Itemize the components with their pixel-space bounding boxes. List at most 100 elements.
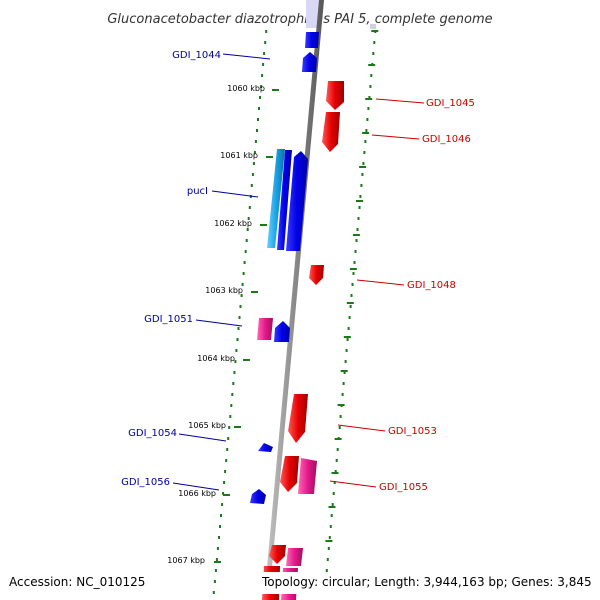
gene-feature-pucl-cyan[interactable] [267, 149, 285, 248]
outer-ring-dash [349, 268, 357, 270]
inner-ring-dot [262, 63, 265, 66]
inner-ring-dot [237, 327, 240, 330]
outer-ring-dot [332, 492, 335, 495]
rna-feature-bottom-a[interactable] [286, 548, 303, 566]
outer-ring-dot [353, 261, 356, 264]
kbp-tick-mark [234, 426, 241, 428]
inner-ring-dot [236, 338, 239, 341]
outer-ring-dot [360, 184, 363, 187]
outer-ring-dash [334, 438, 342, 440]
inner-ring-dot [247, 217, 250, 220]
gene-feature-red-bottom-a[interactable] [269, 545, 286, 564]
leader-line-gdi-1045 [375, 98, 425, 104]
inner-ring-dot [258, 107, 260, 110]
faded-feature-top [306, 0, 320, 28]
outer-ring-dash [343, 336, 351, 338]
genome-backbone [264, 0, 324, 600]
outer-ring-dot [336, 448, 339, 451]
outer-ring-dot [362, 162, 365, 165]
gene-feature-gdi-1048[interactable] [309, 265, 324, 285]
faded-tick-top [370, 24, 376, 29]
outer-ring-dot [354, 250, 357, 253]
leader-line-gdi-1051 [195, 319, 243, 327]
inner-ring-dot [246, 228, 249, 231]
inner-ring-dot [226, 448, 229, 451]
kbp-tick-label: 1063 kbp [205, 286, 243, 295]
outer-ring-dot [350, 294, 353, 297]
inner-ring-dot [263, 52, 266, 55]
inner-ring-dot [245, 239, 248, 242]
inner-ring-dot [216, 547, 219, 550]
inner-ring-dot [259, 96, 261, 99]
inner-ring-dot [265, 30, 268, 33]
accession-text: Accession: NC_010125 [9, 575, 145, 589]
gene-feature-blue-1051[interactable] [274, 321, 290, 342]
inner-ring-dot [260, 85, 263, 88]
inner-ring-dot [220, 514, 222, 517]
rna-feature-gdi-1051[interactable] [257, 318, 273, 340]
gene-label-gdi-1051[interactable]: GDI_1051 [144, 314, 193, 325]
gene-label-gdi-1054[interactable]: GDI_1054 [128, 428, 177, 439]
gene-feature-gdi-1056[interactable] [250, 489, 266, 504]
topology-box [256, 572, 600, 594]
inner-ring-dot [230, 404, 233, 407]
gene-label-gdi-1056[interactable]: GDI_1056 [121, 477, 170, 488]
kbp-tick-mark [260, 224, 267, 226]
gene-label-gdi-1053[interactable]: GDI_1053 [388, 426, 437, 437]
inner-ring-dot [228, 426, 231, 429]
inner-ring-dot [213, 580, 216, 583]
outer-ring-dot [363, 151, 366, 154]
outer-ring-dot [348, 316, 351, 319]
outer-ring-dash [325, 540, 333, 542]
gene-feature-pucl-a[interactable] [277, 150, 292, 250]
inner-ring-dot [218, 536, 220, 539]
outer-ring-dot [349, 305, 352, 308]
outer-ring-dot [367, 107, 370, 110]
outer-ring-dot [331, 503, 334, 506]
inner-ring-dot [231, 393, 234, 396]
gene-label-gdi-1044[interactable]: GDI_1044 [172, 50, 221, 61]
outer-ring-dot [359, 195, 362, 198]
rna-feature-gdi-1055[interactable] [298, 458, 317, 494]
outer-ring-dot [344, 360, 347, 363]
gene-feature-gdi-1055[interactable] [280, 456, 299, 492]
kbp-ticks: 1060 kbp 1061 kbp 1062 kbp 1063 kbp 1064 kbp… [167, 84, 279, 565]
kbp-tick-label: 1064 kbp [197, 354, 235, 363]
outer-ring-dot [346, 338, 349, 341]
gene-label-gdi-1048[interactable]: GDI_1048 [407, 280, 456, 291]
outer-ring-dot [365, 129, 368, 132]
leader-line-gdi-1046 [371, 134, 420, 140]
outer-ring-dot [352, 272, 355, 275]
outer-ring-dash [371, 30, 379, 32]
kbp-tick-label: 1061 kbp [220, 151, 258, 160]
gene-feature-gdi-1044[interactable] [302, 52, 317, 72]
gene-feature-gdi-1045[interactable] [326, 81, 344, 110]
gene-feature-gdi-1044-upper[interactable] [305, 32, 319, 48]
outer-ring-dot [343, 371, 346, 374]
gene-label-pucl[interactable]: pucI [187, 186, 208, 197]
inner-ring-dot [257, 118, 259, 121]
inner-ring-dot [225, 459, 228, 462]
gene-label-gdi-1055[interactable]: GDI_1055 [379, 482, 428, 493]
gene-feature-gdi-1053[interactable] [288, 394, 308, 443]
gene-feature-gdi-1046[interactable] [322, 112, 340, 152]
kbp-tick-mark [243, 359, 250, 361]
outer-ring-dash [368, 64, 376, 66]
inner-ring-dot [214, 569, 217, 572]
outer-ring-dot [368, 96, 371, 99]
gene-label-gdi-1045[interactable]: GDI_1045 [426, 98, 475, 109]
gene-feature-pucl-b[interactable] [286, 151, 308, 251]
gene-label-gdi-1046[interactable]: GDI_1046 [422, 134, 471, 145]
leader-line-gdi-1055 [329, 480, 377, 488]
outer-ring-dot [329, 525, 332, 528]
gene-feature-gdi-1054[interactable] [258, 443, 273, 452]
outer-ring-dot [357, 217, 360, 220]
inner-ring-dot [240, 294, 243, 297]
inner-ring-dot [223, 481, 226, 484]
inner-ring-dot [251, 173, 254, 176]
map-title: Gluconacetobacter diazotrophicus PAI 5, … [107, 12, 492, 27]
outer-ring-dash [337, 404, 345, 406]
inner-ring-dot [233, 371, 236, 374]
accession-box [0, 572, 170, 594]
